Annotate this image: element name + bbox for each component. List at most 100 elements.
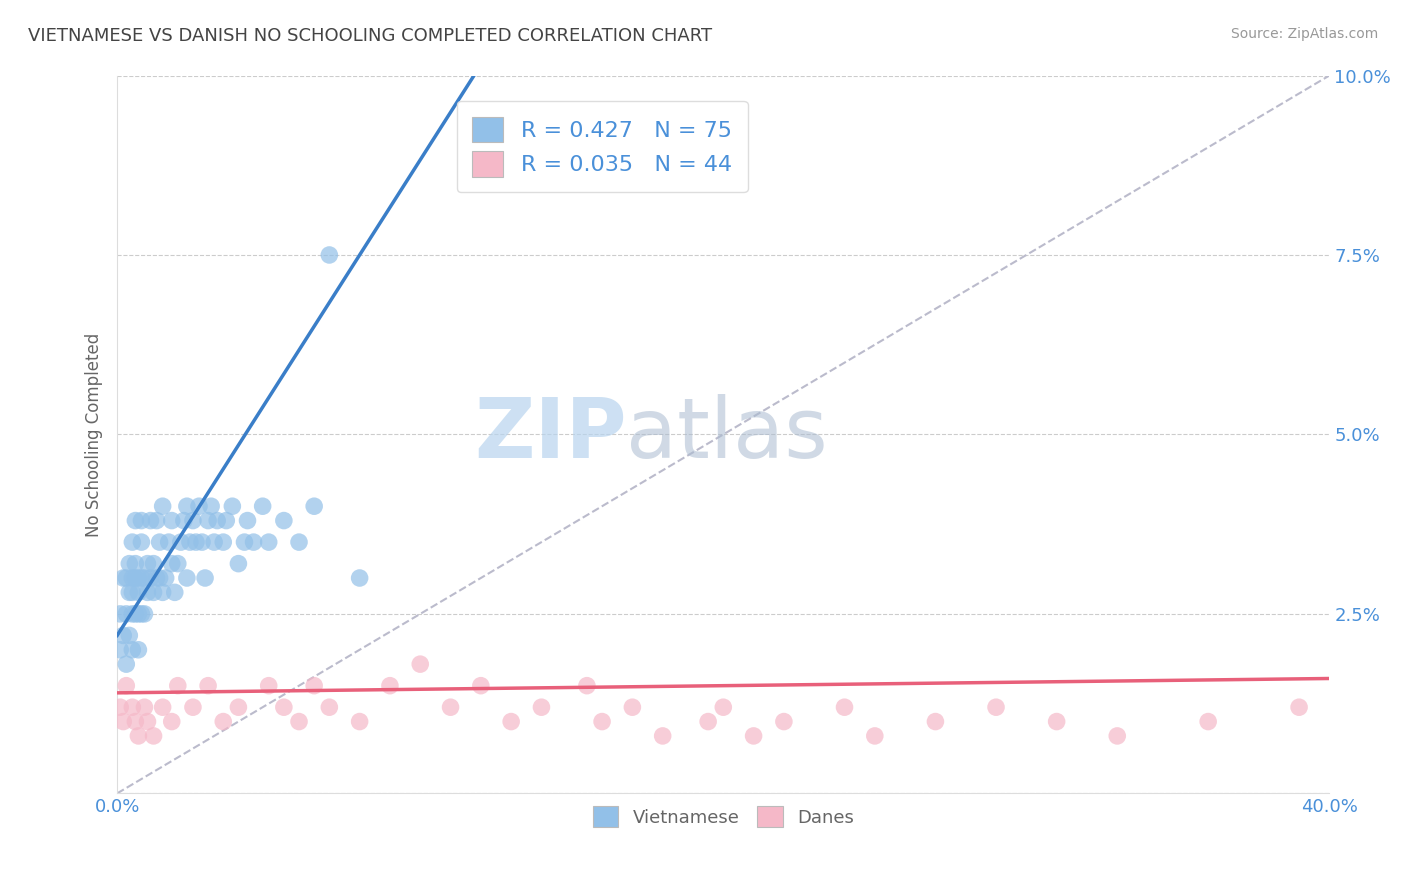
- Point: [176, 571, 198, 585]
- Point: [200, 500, 222, 514]
- Point: [121, 571, 143, 585]
- Point: [131, 607, 153, 621]
- Point: [112, 571, 135, 585]
- Point: [152, 700, 174, 714]
- Point: [228, 557, 250, 571]
- Point: [349, 571, 371, 585]
- Point: [160, 557, 183, 571]
- Point: [984, 700, 1007, 714]
- Point: [470, 679, 492, 693]
- Point: [127, 642, 149, 657]
- Point: [197, 679, 219, 693]
- Point: [121, 700, 143, 714]
- Point: [131, 535, 153, 549]
- Point: [152, 500, 174, 514]
- Point: [142, 557, 165, 571]
- Point: [139, 571, 162, 585]
- Point: [127, 585, 149, 599]
- Point: [115, 607, 138, 621]
- Point: [145, 514, 167, 528]
- Point: [273, 514, 295, 528]
- Point: [166, 679, 188, 693]
- Point: [318, 248, 340, 262]
- Point: [112, 628, 135, 642]
- Point: [215, 514, 238, 528]
- Point: [131, 571, 153, 585]
- Point: [257, 679, 280, 693]
- Point: [302, 500, 325, 514]
- Point: [121, 585, 143, 599]
- Text: Source: ZipAtlas.com: Source: ZipAtlas.com: [1230, 27, 1378, 41]
- Point: [194, 571, 217, 585]
- Point: [834, 700, 856, 714]
- Y-axis label: No Schooling Completed: No Schooling Completed: [86, 333, 103, 537]
- Point: [651, 729, 673, 743]
- Point: [273, 700, 295, 714]
- Point: [742, 729, 765, 743]
- Point: [110, 607, 132, 621]
- Point: [136, 557, 159, 571]
- Point: [160, 514, 183, 528]
- Point: [1197, 714, 1219, 729]
- Point: [288, 535, 311, 549]
- Point: [378, 679, 401, 693]
- Point: [773, 714, 796, 729]
- Point: [252, 500, 274, 514]
- Point: [121, 642, 143, 657]
- Point: [136, 585, 159, 599]
- Point: [575, 679, 598, 693]
- Point: [191, 535, 214, 549]
- Point: [124, 557, 146, 571]
- Point: [134, 571, 156, 585]
- Point: [127, 571, 149, 585]
- Point: [149, 571, 172, 585]
- Point: [1288, 700, 1310, 714]
- Point: [127, 607, 149, 621]
- Point: [115, 657, 138, 672]
- Point: [118, 585, 141, 599]
- Point: [166, 557, 188, 571]
- Point: [257, 535, 280, 549]
- Point: [139, 514, 162, 528]
- Point: [202, 535, 225, 549]
- Point: [530, 700, 553, 714]
- Point: [163, 585, 186, 599]
- Point: [697, 714, 720, 729]
- Text: VIETNAMESE VS DANISH NO SCHOOLING COMPLETED CORRELATION CHART: VIETNAMESE VS DANISH NO SCHOOLING COMPLE…: [28, 27, 713, 45]
- Point: [124, 607, 146, 621]
- Point: [134, 607, 156, 621]
- Point: [124, 514, 146, 528]
- Point: [176, 500, 198, 514]
- Point: [160, 714, 183, 729]
- Point: [152, 585, 174, 599]
- Point: [236, 514, 259, 528]
- Point: [173, 514, 195, 528]
- Point: [121, 535, 143, 549]
- Point: [318, 700, 340, 714]
- Point: [149, 535, 172, 549]
- Point: [124, 571, 146, 585]
- Point: [124, 714, 146, 729]
- Point: [205, 514, 228, 528]
- Point: [591, 714, 613, 729]
- Point: [181, 514, 204, 528]
- Point: [863, 729, 886, 743]
- Point: [621, 700, 644, 714]
- Text: atlas: atlas: [626, 394, 828, 475]
- Legend: Vietnamese, Danes: Vietnamese, Danes: [585, 799, 860, 835]
- Point: [349, 714, 371, 729]
- Point: [221, 500, 243, 514]
- Point: [115, 679, 138, 693]
- Point: [228, 700, 250, 714]
- Point: [142, 585, 165, 599]
- Point: [145, 571, 167, 585]
- Point: [157, 535, 180, 549]
- Point: [288, 714, 311, 729]
- Point: [179, 535, 201, 549]
- Point: [212, 535, 235, 549]
- Point: [136, 714, 159, 729]
- Point: [409, 657, 432, 672]
- Point: [134, 700, 156, 714]
- Point: [131, 514, 153, 528]
- Point: [121, 607, 143, 621]
